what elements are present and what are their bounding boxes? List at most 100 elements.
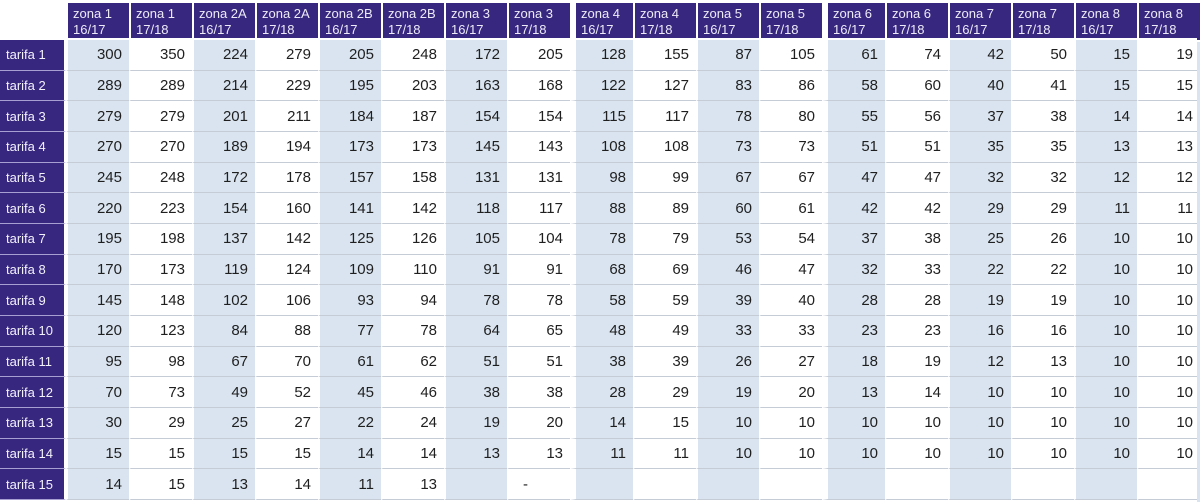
data-cell: 88: [570, 193, 633, 224]
data-cell: 47: [885, 162, 948, 194]
data-cell: 211: [255, 101, 318, 132]
data-cell: 51: [885, 131, 948, 163]
table-row: tarifa 12 70 73 49 52 45 46 38 38 28 29 19 20 13 14 10 1…: [0, 377, 1200, 408]
column-header-zone: zona 2B: [325, 6, 373, 21]
data-cell: 37: [948, 101, 1011, 132]
data-cell: 13: [507, 438, 570, 470]
data-cell: 126: [381, 223, 444, 255]
data-cell: 168: [507, 70, 570, 102]
row-label: tarifa 13: [0, 407, 66, 439]
data-cell: 13: [192, 469, 255, 500]
data-cell: 11: [1137, 193, 1200, 224]
column-header-season: 16/17: [581, 22, 614, 37]
data-cell: 28: [570, 377, 633, 408]
data-cell: 10: [948, 407, 1011, 439]
data-cell: 68: [570, 254, 633, 286]
data-cell: [1011, 469, 1074, 500]
data-cell: 80: [759, 101, 822, 132]
data-cell: 38: [444, 377, 507, 408]
data-cell: 10: [1137, 315, 1200, 347]
data-cell: 38: [1011, 101, 1074, 132]
table-row: tarifa 14 15 15 15 15 14 14 13 13 11 11 10 10 10 10 10 1…: [0, 438, 1200, 470]
data-cell: 194: [255, 131, 318, 163]
data-cell: 32: [1011, 162, 1074, 194]
data-cell: 42: [822, 193, 885, 224]
data-cell: 160: [255, 193, 318, 224]
data-cell: 127: [633, 70, 696, 102]
column-header: zona 7 16/17: [948, 3, 1011, 40]
data-cell: [633, 469, 696, 500]
row-label: tarifa 6: [0, 193, 66, 224]
data-cell: 13: [822, 377, 885, 408]
table-row: tarifa 9 145 148 102 106 93 94 78 78 58 59 39 40 28 28…: [0, 285, 1200, 316]
data-cell: 51: [444, 346, 507, 378]
data-cell: 13: [1137, 131, 1200, 163]
data-cell: 10: [1074, 438, 1137, 470]
data-cell: 46: [696, 254, 759, 286]
data-cell: 32: [948, 162, 1011, 194]
data-cell: 73: [129, 377, 192, 408]
data-cell: 88: [255, 315, 318, 347]
data-cell: 109: [318, 254, 381, 286]
column-header: zona 8 17/18: [1137, 3, 1200, 40]
data-cell: 15: [1074, 40, 1137, 71]
row-label: tarifa 5: [0, 162, 66, 194]
data-cell: 70: [255, 346, 318, 378]
data-cell: 184: [318, 101, 381, 132]
data-cell: 198: [129, 223, 192, 255]
data-cell: 245: [66, 162, 129, 194]
column-header: zona 2A 16/17: [192, 3, 255, 40]
data-cell: 195: [318, 70, 381, 102]
data-cell: 65: [507, 315, 570, 347]
data-cell: 41: [1011, 70, 1074, 102]
column-header-season: 16/17: [1081, 22, 1114, 37]
data-cell: 122: [570, 70, 633, 102]
column-header-season: 16/17: [955, 22, 988, 37]
column-header-season: 16/17: [325, 22, 358, 37]
data-cell: 14: [255, 469, 318, 500]
data-cell: 25: [948, 223, 1011, 255]
data-cell: 157: [318, 162, 381, 194]
data-cell: 143: [507, 131, 570, 163]
data-cell: 224: [192, 40, 255, 71]
column-header-season: 17/18: [514, 22, 547, 37]
data-cell: 12: [1137, 162, 1200, 194]
data-cell: 350: [129, 40, 192, 71]
column-header-zone: zona 2A: [262, 6, 310, 21]
cutoff-column-header-sliver: [1197, 3, 1200, 40]
data-cell: 10: [1137, 407, 1200, 439]
table-row: tarifa 3 279 279 201 211 184 187 154 154 115 117 78…: [0, 101, 1200, 132]
data-cell: 51: [822, 131, 885, 163]
data-cell: 40: [948, 70, 1011, 102]
column-header: zona 1 17/18: [129, 3, 192, 40]
data-cell: 61: [759, 193, 822, 224]
column-header-season: 17/18: [640, 22, 673, 37]
data-cell: 229: [255, 70, 318, 102]
row-label: tarifa 14: [0, 438, 66, 470]
table-row: tarifa 10 120 123 84 88 77 78 64 65 48 49 33 33 23 23 1…: [0, 315, 1200, 347]
data-cell: 47: [822, 162, 885, 194]
data-cell: 22: [1011, 254, 1074, 286]
data-cell: 33: [696, 315, 759, 347]
data-cell: 64: [444, 315, 507, 347]
data-cell: 10: [885, 438, 948, 470]
data-cell: 51: [507, 346, 570, 378]
data-cell: 119: [192, 254, 255, 286]
data-cell: 108: [570, 131, 633, 163]
column-header-zone: zona 1: [136, 6, 176, 21]
column-header-season: 17/18: [892, 22, 925, 37]
data-cell: 279: [255, 40, 318, 71]
data-cell: 29: [1011, 193, 1074, 224]
data-cell: [822, 469, 885, 500]
data-cell: 158: [381, 162, 444, 194]
column-header-zone: zona 1: [73, 6, 113, 21]
data-cell: 10: [1137, 346, 1200, 378]
data-cell: 10: [759, 407, 822, 439]
column-header-season: 17/18: [766, 22, 799, 37]
data-cell: 104: [507, 223, 570, 255]
data-cell: 12: [1074, 162, 1137, 194]
data-cell: 110: [381, 254, 444, 286]
data-cell: 19: [696, 377, 759, 408]
data-cell: 58: [822, 70, 885, 102]
